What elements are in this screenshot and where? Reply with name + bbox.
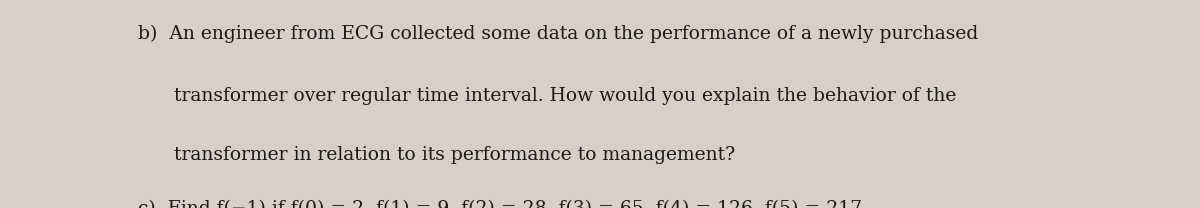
- Text: c)  Find f(−1) if f(0) = 2, f(1) = 9, f(2) = 28, f(3) = 65, f(4) = 126, f(5) = 2: c) Find f(−1) if f(0) = 2, f(1) = 9, f(2…: [138, 200, 868, 208]
- Text: transformer in relation to its performance to management?: transformer in relation to its performan…: [138, 146, 736, 164]
- Text: b)  An engineer from ECG collected some data on the performance of a newly purch: b) An engineer from ECG collected some d…: [138, 25, 978, 43]
- Text: transformer over regular time interval. How would you explain the behavior of th: transformer over regular time interval. …: [138, 87, 956, 105]
